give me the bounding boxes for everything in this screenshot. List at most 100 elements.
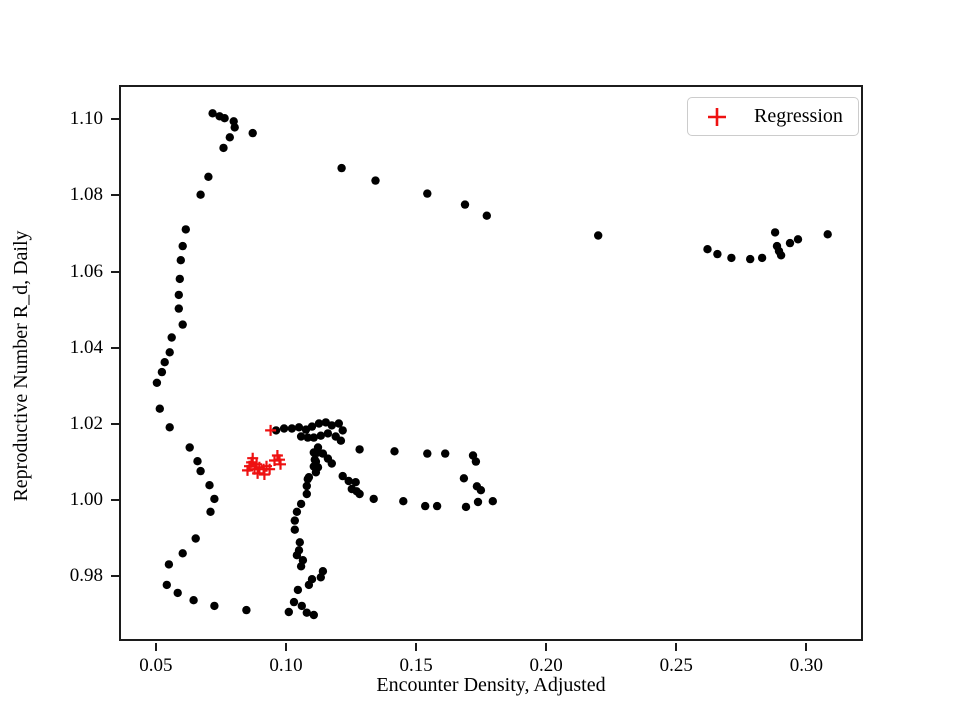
scatter-point-observations	[757, 253, 767, 263]
scatter-point-observations	[334, 419, 343, 428]
scatter-point-observations	[351, 478, 360, 487]
scatter-point-observations	[703, 245, 712, 254]
legend-label-regression: Regression	[754, 105, 843, 127]
scatter-point-Regression	[242, 464, 253, 476]
scatter-point-observations	[219, 143, 228, 153]
scatter-point-observations	[390, 447, 399, 456]
x-tick-mark	[284, 643, 287, 651]
scatter-point-observations	[205, 481, 214, 490]
scatter-point-observations	[292, 507, 302, 516]
scatter-point-observations	[338, 471, 347, 481]
scatter-point-observations	[355, 445, 364, 454]
scatter-point-observations	[327, 421, 336, 430]
y-tick-mark	[111, 194, 119, 197]
scatter-point-Regression	[264, 463, 276, 475]
scatter-point-observations	[181, 225, 190, 234]
y-tick-label: 1.10	[69, 108, 103, 130]
scatter-point-observations	[746, 254, 755, 264]
scatter-point-observations	[185, 443, 194, 452]
scatter-point-observations	[173, 588, 182, 598]
scatter-point-observations	[304, 580, 314, 590]
scatter-point-observations	[204, 172, 213, 181]
scatter-point-observations	[338, 426, 347, 435]
scatter-point-observations	[323, 429, 333, 438]
scatter-point-observations	[302, 608, 311, 617]
x-tick-label: 0.30	[789, 655, 823, 676]
scatter-point-observations	[441, 449, 450, 458]
scatter-point-observations	[302, 481, 311, 491]
scatter-point-observations	[196, 190, 205, 199]
scatter-point-observations	[230, 123, 239, 132]
scatter-point-observations	[399, 497, 408, 506]
scatter-point-observations	[327, 459, 336, 468]
scatter-point-observations	[191, 534, 200, 543]
scatter-point-observations	[421, 501, 430, 511]
scatter-point-observations	[727, 253, 736, 263]
scatter-point-observations	[176, 256, 185, 265]
scatter-canvas	[152, 109, 832, 620]
scatter-point-observations	[174, 290, 183, 300]
scatter-point-observations	[189, 596, 198, 605]
x-tick-mark	[675, 643, 678, 651]
scatter-point-observations	[242, 605, 251, 615]
x-tick-mark	[545, 643, 548, 651]
scatter-point-observations	[208, 109, 217, 118]
scatter-point-observations	[303, 433, 312, 442]
scatter-point-observations	[316, 431, 325, 440]
y-tick-label: 1.06	[69, 260, 103, 282]
scatter-point-observations	[309, 448, 318, 457]
scatter-point-observations	[594, 231, 603, 240]
y-tick-mark	[111, 270, 119, 273]
scatter-point-observations	[770, 228, 780, 237]
scatter-point-observations	[785, 238, 795, 248]
scatter-point-Regression	[275, 458, 286, 470]
scatter-point-observations	[175, 274, 184, 284]
scatter-point-observations	[178, 241, 187, 251]
scatter-point-observations	[193, 457, 202, 466]
scatter-point-observations	[296, 562, 306, 571]
scatter-point-observations	[344, 476, 353, 486]
x-tick-label: 0.20	[529, 655, 563, 676]
scatter-point-observations	[289, 597, 299, 607]
y-tick-label: 1.08	[69, 184, 103, 206]
scatter-point-observations	[337, 163, 346, 173]
scatter-point-observations	[296, 499, 306, 509]
scatter-point-observations	[152, 378, 162, 387]
x-tick-label: 0.05	[139, 655, 173, 676]
scatter-point-observations	[423, 449, 432, 458]
scatter-point-observations	[220, 114, 229, 123]
scatter-point-observations	[162, 580, 171, 590]
scatter-point-observations	[196, 466, 205, 476]
scatter-point-observations	[165, 423, 174, 432]
scatter-point-observations	[461, 502, 471, 512]
scatter-point-observations	[713, 249, 722, 259]
scatter-point-observations	[293, 585, 303, 595]
y-tick-mark	[111, 346, 119, 349]
scatter-point-observations	[304, 473, 314, 482]
scatter-point-Regression	[246, 456, 258, 468]
scatter-point-observations	[476, 486, 486, 495]
y-tick-mark	[111, 422, 119, 425]
y-axis-label: Reproductive Number R_d, Daily	[10, 230, 32, 502]
scatter-point-observations	[290, 525, 299, 534]
y-tick-label: 1.02	[69, 412, 103, 434]
scatter-point-observations	[459, 474, 469, 483]
scatter-point-observations	[316, 573, 325, 582]
scatter-point-observations	[423, 189, 432, 198]
scatter-point-observations	[473, 497, 483, 507]
x-tick-label: 0.15	[399, 655, 433, 676]
x-tick-mark	[415, 643, 418, 651]
scatter-point-observations	[314, 419, 324, 428]
scatter-point-observations	[167, 333, 176, 342]
y-tick-mark	[111, 499, 119, 502]
plot-area: 0.05 0.10 0.15 0.20 0.25 0.30 0.98 1.00 1.02 1.04…	[70, 85, 863, 676]
x-tick-label: 0.10	[269, 655, 303, 676]
scatter-point-observations	[793, 235, 803, 244]
scatter-point-observations	[309, 610, 318, 620]
scatter-point-observations	[174, 304, 183, 313]
scatter-point-observations	[178, 320, 187, 329]
scatter-point-observations	[284, 607, 293, 617]
scatter-point-observations	[296, 432, 306, 441]
scatter-point-observations	[287, 424, 297, 433]
scatter-point-observations	[355, 489, 364, 499]
